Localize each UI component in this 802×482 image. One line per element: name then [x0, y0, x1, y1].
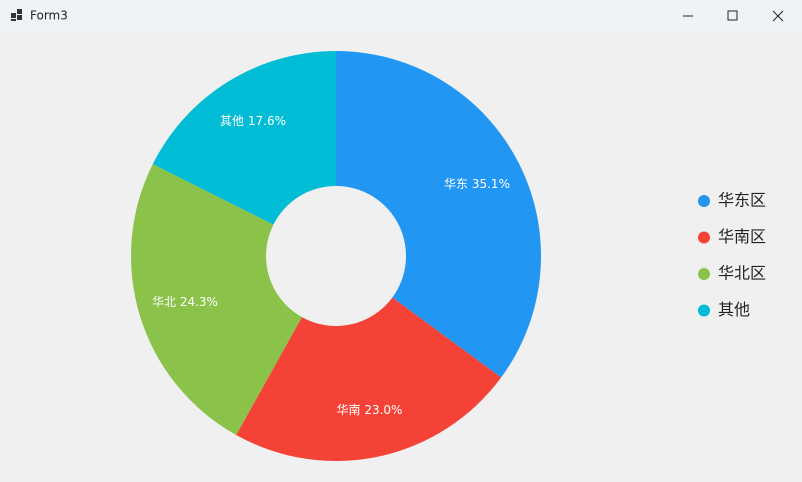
slice-label: 华北 24.3% [152, 295, 218, 309]
legend-label: 华东区 [718, 191, 766, 210]
slice-label: 其他 17.6% [220, 114, 286, 128]
title-bar [0, 0, 802, 32]
app-icon [11, 9, 22, 21]
close-button[interactable] [772, 10, 784, 22]
legend-marker [698, 195, 710, 207]
slice-label: 华南 23.0% [337, 402, 403, 417]
donut-slice [336, 51, 541, 378]
legend-marker [698, 268, 710, 280]
donut-slice [131, 164, 302, 436]
slice-label: 华东 35.1% [444, 177, 510, 191]
donut-slice [236, 297, 502, 461]
legend-marker [698, 231, 710, 244]
legend-marker [698, 304, 710, 317]
maximize-button[interactable] [727, 10, 738, 21]
legend-label: 其他 [718, 300, 750, 319]
legend-label: 华北区 [718, 264, 766, 283]
chart: 华东 35.1% 华南 23.0% 华北 24.3% 其他 17.6% 华东区华南区华北… [131, 51, 766, 461]
legend-label: 华南区 [718, 227, 766, 246]
window-title: Form3 [30, 9, 68, 23]
donut-slice [152, 51, 336, 225]
